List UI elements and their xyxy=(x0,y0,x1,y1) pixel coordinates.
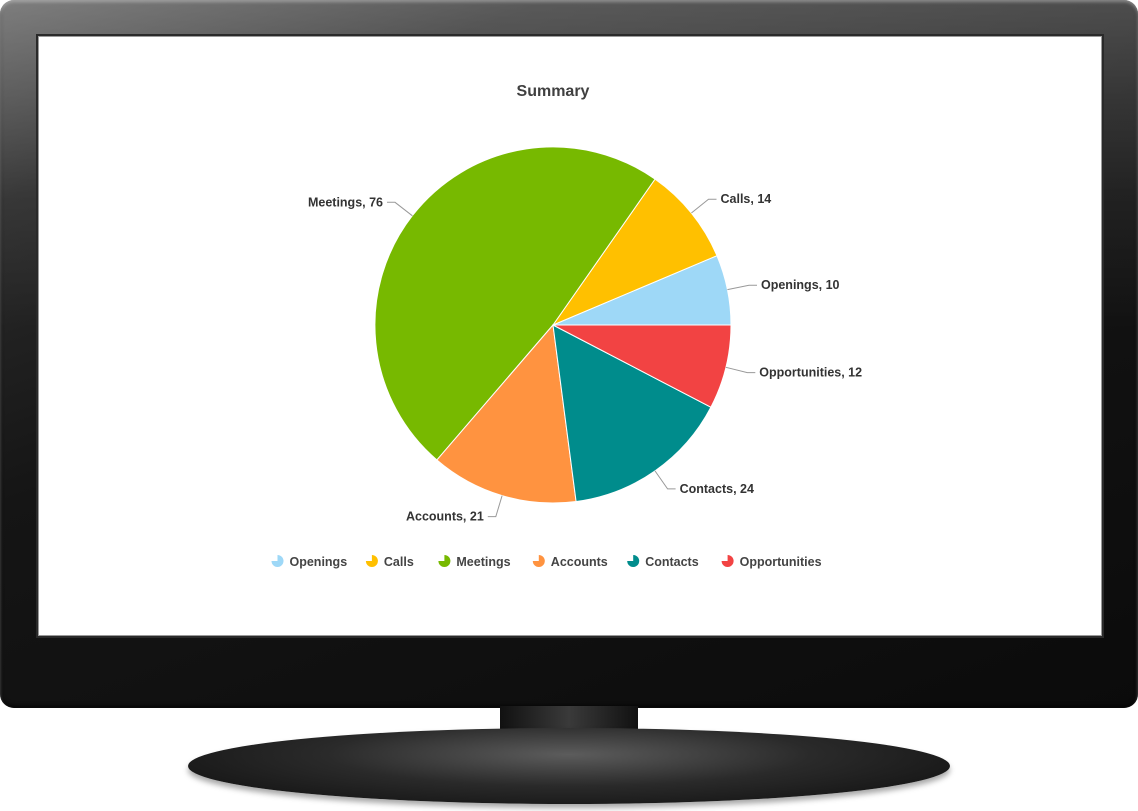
legend-pie-icon xyxy=(721,555,734,567)
legend-item-openings[interactable]: Openings xyxy=(271,555,348,569)
data-label-calls: Calls, 14 xyxy=(721,192,772,206)
legend-label: Accounts xyxy=(551,555,608,569)
legend-pie-icon xyxy=(438,555,451,567)
legend-label: Meetings xyxy=(456,555,510,569)
legend-item-opportunities[interactable]: Opportunities xyxy=(721,555,822,569)
chart-title: Summary xyxy=(517,83,590,100)
slice-accounts[interactable] xyxy=(436,323,577,504)
leader-line-accounts xyxy=(487,495,503,518)
data-label-contacts: Contacts, 24 xyxy=(680,482,754,496)
data-label-meetings: Meetings, 76 xyxy=(308,195,383,209)
legend-pie-icon xyxy=(532,555,545,567)
legend-pie-icon xyxy=(365,555,378,567)
leader-line-openings xyxy=(727,284,757,291)
legend-label: Opportunities xyxy=(740,555,822,569)
data-labels: Openings, 10 Calls, 14 Meetings, 76 Account… xyxy=(308,192,862,523)
legend-pie-icon xyxy=(627,555,640,567)
legend-label: Openings xyxy=(290,555,348,569)
legend-item-meetings[interactable]: Meetings xyxy=(438,555,511,569)
leader-line-meetings xyxy=(387,201,413,217)
monitor-stand-base xyxy=(188,728,950,804)
leader-lines xyxy=(387,198,757,518)
legend-item-calls[interactable]: Calls xyxy=(365,555,414,569)
data-label-opportunities: Opportunities, 12 xyxy=(759,366,862,380)
leader-line-calls xyxy=(691,198,717,214)
legend-item-contacts[interactable]: Contacts xyxy=(627,555,699,569)
slice-calls[interactable] xyxy=(551,178,718,327)
legend-pie-icon xyxy=(271,555,284,567)
leader-line-contacts xyxy=(654,470,676,490)
legend-label: Contacts xyxy=(645,555,699,569)
data-label-openings: Openings, 10 xyxy=(761,278,840,292)
slice-contacts[interactable] xyxy=(552,324,712,503)
leader-line-opportunities xyxy=(725,366,756,374)
legend-label: Calls xyxy=(384,555,414,569)
legend-item-accounts[interactable]: Accounts xyxy=(532,555,608,569)
legend: Openings Calls Meetings Accounts Contacts Opp… xyxy=(271,555,822,569)
data-label-accounts: Accounts, 21 xyxy=(406,510,484,524)
pie-slices xyxy=(374,146,732,504)
